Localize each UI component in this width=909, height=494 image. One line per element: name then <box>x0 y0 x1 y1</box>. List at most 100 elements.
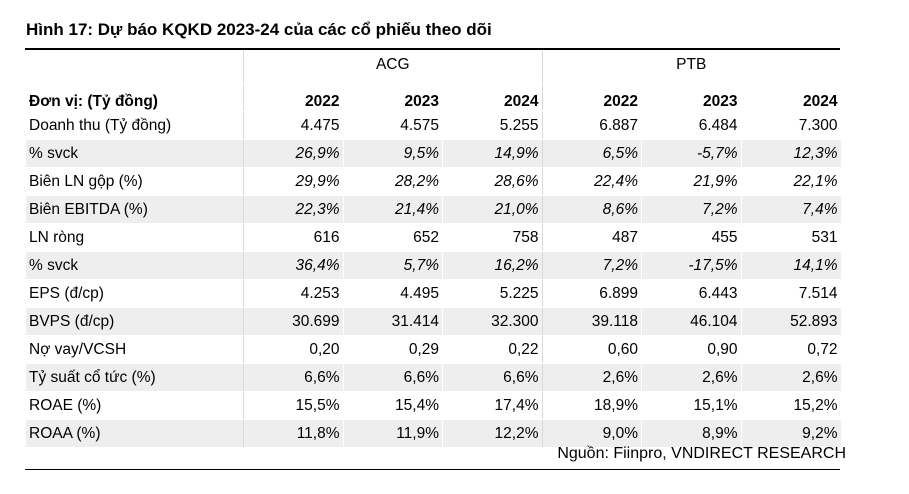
year-header: 2023 <box>641 83 741 112</box>
cell-value: 0,72 <box>740 335 841 364</box>
cell-value: 5.255 <box>442 111 542 140</box>
cell-value: 39.118 <box>541 307 642 336</box>
row-label: Biên LN gộp (%) <box>25 167 244 196</box>
cell-value: 9,0% <box>541 419 642 448</box>
cell-value: 758 <box>442 223 542 252</box>
table-row: EPS (đ/cp) 4.253 4.495 5.225 6.899 6.443 7.514 <box>25 279 841 308</box>
cell-value: 15,5% <box>243 391 343 420</box>
bottom-rule <box>25 469 840 470</box>
year-header: 2024 <box>740 83 841 112</box>
year-header: 2022 <box>541 83 642 112</box>
table-row: Doanh thu (Tỷ đồng) 4.475 4.575 5.255 6.887 6… <box>25 111 841 140</box>
table-row: LN ròng 616 652 758 487 455 531 <box>25 223 841 252</box>
group-label-acg: ACG <box>342 50 443 84</box>
row-label: Tỷ suất cổ tức (%) <box>25 363 244 392</box>
cell-value: 7.300 <box>740 111 841 140</box>
cell-value: 5,7% <box>342 251 443 280</box>
table-row: Biên EBITDA (%) 22,3% 21,4% 21,0% 8,6% 7,2% 7,… <box>25 195 841 224</box>
cell-value: 5.225 <box>442 279 542 308</box>
cell-value: 16,2% <box>442 251 542 280</box>
row-label: ROAE (%) <box>25 391 244 420</box>
cell-value: 455 <box>641 223 741 252</box>
cell-value: 0,22 <box>442 335 542 364</box>
cell-value: 0,60 <box>541 335 642 364</box>
cell-value: 487 <box>541 223 642 252</box>
cell-value: 28,2% <box>342 167 443 196</box>
source-note: Nguồn: Fiinpro, VNDIRECT RESEARCH <box>557 445 846 462</box>
cell-value: 6.443 <box>641 279 741 308</box>
row-label: Nợ vay/VCSH <box>25 335 244 364</box>
cell-value: 17,4% <box>442 391 542 420</box>
cell-value: 26,9% <box>243 139 343 168</box>
cell-value: -17,5% <box>641 251 741 280</box>
table-row: ROAE (%) 15,5% 15,4% 17,4% 18,9% 15,1% 15,2% <box>25 391 841 420</box>
table-row: Nợ vay/VCSH 0,20 0,29 0,22 0,60 0,90 0,72 <box>25 335 841 364</box>
cell-value: 4.575 <box>342 111 443 140</box>
forecast-table: ACG PTB Đơn vị: (Tỷ đồng) 2022 2023 2024… <box>25 50 841 448</box>
cell-value: 14,1% <box>740 251 841 280</box>
row-label: EPS (đ/cp) <box>25 279 244 308</box>
cell-value: 11,8% <box>243 419 343 448</box>
year-header: 2024 <box>442 83 542 112</box>
cell-value: 46.104 <box>641 307 741 336</box>
cell-value: 22,3% <box>243 195 343 224</box>
cell-value: 12,3% <box>740 139 841 168</box>
table-row: Tỷ suất cổ tức (%) 6,6% 6,6% 6,6% 2,6% 2,6% 2,… <box>25 363 841 392</box>
row-label: BVPS (đ/cp) <box>25 307 244 336</box>
row-label: % svck <box>25 139 244 168</box>
group-header-row: ACG PTB <box>25 50 841 84</box>
cell-value: 4.475 <box>243 111 343 140</box>
cell-value: 15,2% <box>740 391 841 420</box>
cell-value: 12,2% <box>442 419 542 448</box>
row-label: ROAA (%) <box>25 419 244 448</box>
cell-value: 21,9% <box>641 167 741 196</box>
cell-value: 0,29 <box>342 335 443 364</box>
cell-value: -5,7% <box>641 139 741 168</box>
cell-value: 6.887 <box>541 111 642 140</box>
cell-value: 8,6% <box>541 195 642 224</box>
table-row: Biên LN gộp (%) 29,9% 28,2% 28,6% 22,4% 21,9%… <box>25 167 841 196</box>
figure-title: Hình 17: Dự báo KQKD 2023-24 của các cổ … <box>26 20 492 39</box>
cell-value: 11,9% <box>342 419 443 448</box>
cell-value: 21,0% <box>442 195 542 224</box>
cell-value: 31.414 <box>342 307 443 336</box>
year-header-row: Đơn vị: (Tỷ đồng) 2022 2023 2024 2022 20… <box>25 83 841 112</box>
cell-value: 15,4% <box>342 391 443 420</box>
cell-value: 6,6% <box>243 363 343 392</box>
cell-value: 18,9% <box>541 391 642 420</box>
top-rule <box>25 48 840 50</box>
cell-value: 531 <box>740 223 841 252</box>
cell-value: 30.699 <box>243 307 343 336</box>
cell-value: 28,6% <box>442 167 542 196</box>
row-label: Doanh thu (Tỷ đồng) <box>25 111 244 140</box>
cell-value: 2,6% <box>641 363 741 392</box>
cell-value: 21,4% <box>342 195 443 224</box>
cell-value: 2,6% <box>541 363 642 392</box>
cell-value: 7,2% <box>641 195 741 224</box>
cell-value: 7,2% <box>541 251 642 280</box>
cell-value: 36,4% <box>243 251 343 280</box>
cell-value: 0,20 <box>243 335 343 364</box>
cell-value: 52.893 <box>740 307 841 336</box>
cell-value: 6,6% <box>342 363 443 392</box>
cell-value: 6,5% <box>541 139 642 168</box>
row-label: Biên EBITDA (%) <box>25 195 244 224</box>
cell-value: 6.899 <box>541 279 642 308</box>
cell-value: 22,4% <box>541 167 642 196</box>
row-label: % svck <box>25 251 244 280</box>
group-label-ptb: PTB <box>641 50 741 84</box>
cell-value: 4.495 <box>342 279 443 308</box>
cell-value: 29,9% <box>243 167 343 196</box>
year-header: 2022 <box>243 83 343 112</box>
table-row: BVPS (đ/cp) 30.699 31.414 32.300 39.118 46.10… <box>25 307 841 336</box>
cell-value: 15,1% <box>641 391 741 420</box>
cell-value: 9,2% <box>740 419 841 448</box>
cell-value: 7.514 <box>740 279 841 308</box>
row-label: LN ròng <box>25 223 244 252</box>
cell-value: 6,6% <box>442 363 542 392</box>
cell-value: 2,6% <box>740 363 841 392</box>
cell-value: 8,9% <box>641 419 741 448</box>
cell-value: 616 <box>243 223 343 252</box>
cell-value: 6.484 <box>641 111 741 140</box>
cell-value: 22,1% <box>740 167 841 196</box>
